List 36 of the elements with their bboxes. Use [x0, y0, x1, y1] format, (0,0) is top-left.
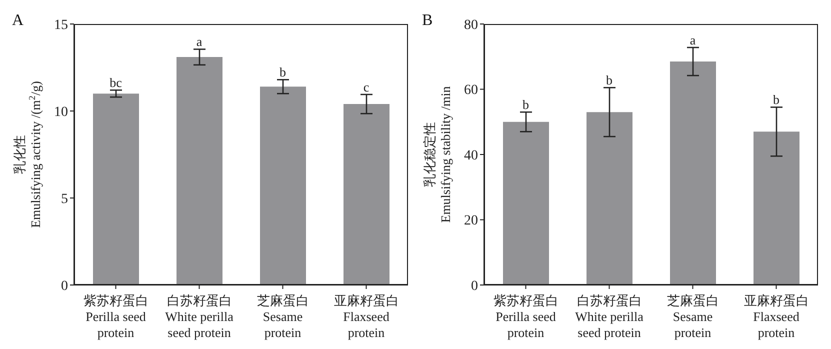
y-tick-label: 60 — [464, 83, 478, 98]
x-tick-label: 白苏籽蛋白 White perilla seed protein — [165, 293, 234, 340]
annotation: b — [606, 72, 612, 88]
bar — [176, 57, 222, 285]
x-tick-label: 白苏籽蛋白 White perilla seed protein — [575, 293, 644, 340]
annotation: a — [690, 32, 696, 48]
y-tick-label: 40 — [464, 148, 478, 164]
annotation: b — [522, 97, 529, 112]
bar — [503, 122, 549, 285]
y-tick-label: 0 — [61, 278, 68, 294]
annotation: b — [773, 92, 780, 108]
x-tick-label: 亚麻籽蛋白 Flaxseed protein — [744, 293, 809, 340]
annotation: b — [280, 64, 286, 80]
y-axis-title: 乳化稳定性 Emulsifying stability /min — [422, 86, 453, 223]
bar — [754, 132, 800, 285]
y-tick-label: 20 — [464, 214, 478, 229]
bar — [586, 112, 632, 285]
y-tick-label: 0 — [471, 278, 478, 294]
y-tick-label: 15 — [54, 18, 68, 33]
chart-title: B — [422, 12, 433, 30]
annotation: c — [363, 79, 370, 94]
x-tick-label: 紫苏籽蛋白 Perilla seed protein — [493, 293, 558, 340]
x-tick-label: 紫苏籽蛋白 Perilla seed protein — [83, 293, 148, 340]
bar — [260, 86, 306, 285]
annotation: bc — [110, 75, 122, 90]
annotation: a — [196, 34, 202, 50]
y-tick-label: 10 — [54, 104, 68, 120]
y-tick-label: 80 — [464, 18, 478, 33]
x-tick-label: 芝麻蛋白 Sesame protein — [666, 293, 719, 340]
bar — [670, 62, 716, 285]
x-tick-label: 芝麻蛋白 Sesame protein — [256, 293, 309, 340]
chart-title: A — [12, 12, 24, 30]
bar — [344, 104, 390, 285]
y-tick-label: 5 — [61, 192, 68, 207]
x-tick-label: 亚麻籽蛋白 Flaxseed protein — [334, 293, 399, 340]
bar — [93, 94, 139, 285]
